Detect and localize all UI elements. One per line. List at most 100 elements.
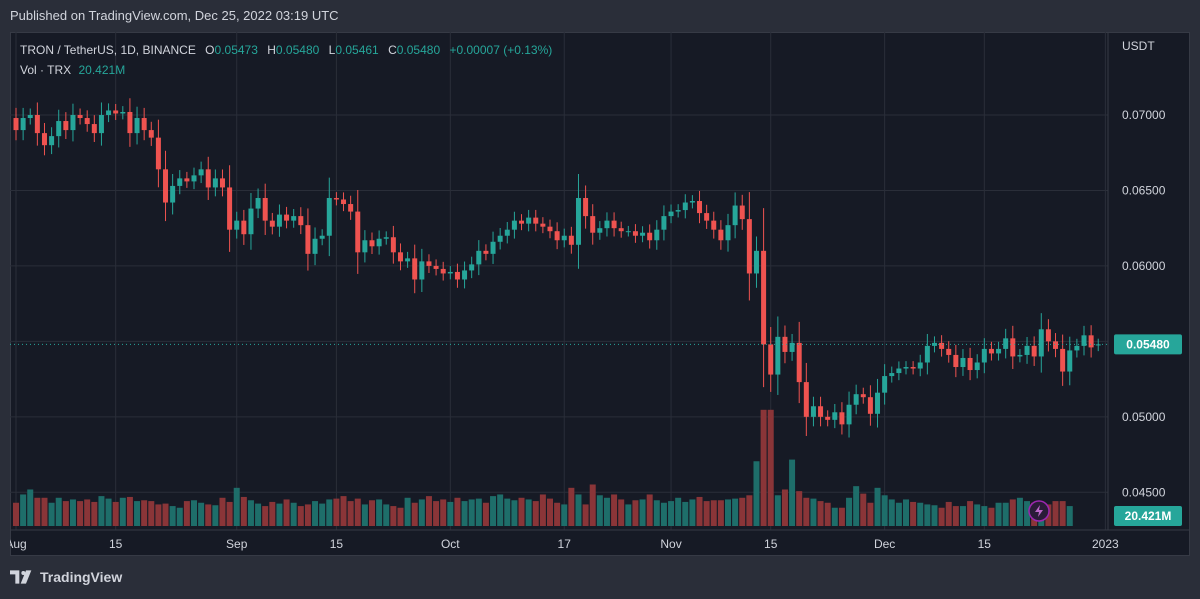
volume-bar — [354, 498, 361, 526]
candle-body — [896, 368, 902, 374]
price-chart[interactable]: USDT 0.045000.050000.055000.060000.06500… — [10, 32, 1190, 556]
x-tick-label: Nov — [660, 537, 681, 551]
volume-bar — [369, 500, 375, 526]
candle-body — [839, 412, 845, 425]
volume-bar — [134, 501, 141, 526]
last-volume-value: 20.421M — [1125, 509, 1172, 523]
candle-body — [632, 231, 638, 236]
volume-bar — [547, 498, 553, 526]
x-axis-ticks: Aug 15 Sep 15 Oct 17 Nov 15 Dec 15 2023 — [10, 537, 1119, 551]
candle-body — [490, 241, 496, 254]
volume-bar — [1024, 501, 1031, 526]
volume-bar — [105, 498, 112, 526]
volume-bar — [162, 503, 169, 526]
candle-body — [248, 208, 254, 235]
volume-bar — [575, 494, 582, 526]
brand-name: TradingView — [40, 569, 123, 585]
candle-body — [198, 169, 204, 176]
volume-bar — [219, 497, 226, 526]
candle-body — [739, 205, 745, 220]
candle-body — [533, 217, 539, 224]
candle-body — [262, 198, 268, 221]
candle-body — [526, 217, 532, 224]
candle-body — [120, 111, 126, 114]
candle-body — [1010, 338, 1016, 357]
candle-body — [725, 225, 731, 241]
volume-bar — [611, 494, 618, 526]
volume-bar — [596, 495, 603, 526]
volume-bar — [475, 498, 482, 526]
volume-bar — [461, 501, 468, 526]
volume-bar — [525, 499, 532, 526]
lightning-icon[interactable] — [1028, 500, 1050, 522]
candle-body — [483, 250, 489, 254]
tradingview-logo-icon — [10, 570, 32, 584]
candle-body — [106, 110, 112, 115]
volume-bar — [1052, 501, 1059, 526]
tradingview-brand[interactable]: TradingView — [10, 569, 122, 585]
volume-bar — [789, 459, 796, 526]
candle-body — [77, 115, 83, 119]
volume-label[interactable]: Vol · TRX — [20, 63, 72, 77]
candle-body — [882, 376, 888, 393]
volume-bar — [112, 501, 119, 526]
volume-bar — [247, 500, 254, 526]
close-value: 0.05480 — [396, 43, 441, 57]
candle-body — [170, 185, 176, 203]
volume-bar — [482, 502, 489, 526]
volume-bars — [13, 409, 1073, 526]
candle-body — [184, 178, 190, 182]
volume-bar — [568, 487, 575, 526]
candle-body — [212, 178, 218, 188]
volume-bar — [55, 497, 62, 526]
candle-body — [1017, 354, 1023, 357]
volume-bar — [290, 502, 297, 526]
volume-bar — [682, 501, 689, 526]
candle-body — [20, 118, 26, 131]
volume-bar — [689, 499, 696, 526]
volume-bar — [390, 506, 397, 526]
candle-body — [875, 392, 881, 414]
x-tick-label: 15 — [330, 537, 344, 551]
candle-body — [63, 121, 69, 131]
candle-body — [376, 238, 382, 247]
candle-body — [134, 118, 140, 134]
candle-body — [1081, 335, 1087, 346]
volume-bar — [803, 497, 810, 526]
volume-bar — [418, 499, 425, 526]
candle-body — [462, 270, 468, 280]
candle-body — [255, 198, 261, 209]
candle-body — [1095, 344, 1101, 346]
symbol-title[interactable]: TRON / TetherUS, 1D, BINANCE — [20, 43, 196, 57]
volume-bar — [1016, 497, 1023, 526]
volume-bar — [141, 500, 148, 526]
volume-bar — [931, 505, 938, 526]
high-label: H — [267, 43, 276, 57]
volume-bar — [340, 496, 347, 526]
candle-body — [34, 115, 40, 134]
y-axis-ticks: 0.045000.050000.055000.060000.065000.070… — [1122, 108, 1166, 499]
volume-bar — [867, 502, 874, 526]
candle-body — [818, 406, 824, 417]
x-tick-label: 15 — [764, 537, 778, 551]
candle-body — [13, 118, 19, 131]
volume-bar — [397, 507, 404, 526]
volume-bar — [860, 493, 867, 526]
volume-bar — [668, 501, 675, 526]
last-price-value: 0.05480 — [1126, 337, 1170, 351]
x-tick-label: 15 — [978, 537, 992, 551]
candle-body — [49, 136, 55, 146]
volume-bar — [333, 498, 340, 526]
volume-bar — [660, 502, 667, 526]
candle-body — [682, 202, 688, 211]
candle-body — [590, 216, 596, 233]
candle-body — [476, 250, 482, 265]
candle-body — [355, 211, 361, 253]
volume-bar — [361, 504, 368, 526]
volume-bar — [888, 499, 895, 526]
candle-body — [141, 118, 147, 131]
volume-bar — [169, 506, 176, 526]
candle-body — [305, 225, 311, 254]
candle-body — [561, 235, 567, 241]
last-price-tag: 0.05480 — [1114, 334, 1182, 355]
